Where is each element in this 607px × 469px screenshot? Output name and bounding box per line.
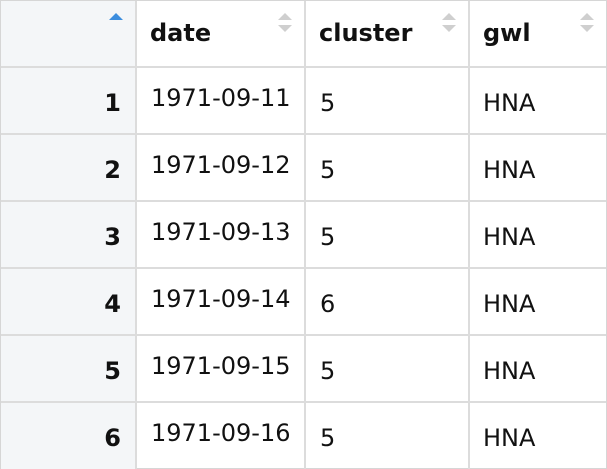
cell-date: 1971-09-13 xyxy=(136,201,306,269)
cell-gwl: HNA xyxy=(469,67,606,135)
table-row[interactable]: 4 1971-09-14 6 HNA xyxy=(1,268,606,336)
cell-cluster: 5 xyxy=(305,201,470,269)
column-header-cluster[interactable]: cluster xyxy=(305,1,470,68)
column-header-label: cluster xyxy=(319,19,413,47)
sort-ascending-icon[interactable] xyxy=(109,13,123,35)
cell-date: 1971-09-16 xyxy=(136,402,306,469)
sort-up-arrow-icon xyxy=(278,13,292,20)
sort-up-arrow-icon xyxy=(109,13,123,20)
cell-gwl: HNA xyxy=(469,134,606,202)
cell-gwl: HNA xyxy=(469,201,606,269)
sort-down-arrow-icon xyxy=(442,25,456,32)
column-header-label: date xyxy=(150,19,212,47)
sort-toggle-icon[interactable] xyxy=(278,13,292,35)
table-row[interactable]: 2 1971-09-12 5 HNA xyxy=(1,134,606,202)
row-index: 3 xyxy=(1,201,137,269)
cell-gwl: HNA xyxy=(469,268,606,336)
sort-down-arrow-icon xyxy=(580,25,594,32)
sort-down-arrow-icon xyxy=(278,25,292,32)
sort-up-arrow-icon xyxy=(580,13,594,20)
row-index: 2 xyxy=(1,134,137,202)
row-index: 5 xyxy=(1,335,137,403)
table-row[interactable]: 5 1971-09-15 5 HNA xyxy=(1,335,606,403)
sort-toggle-icon[interactable] xyxy=(580,13,594,35)
column-header-date[interactable]: date xyxy=(136,1,306,68)
column-header-label: gwl xyxy=(483,19,531,47)
cell-gwl: HNA xyxy=(483,424,536,452)
table-row[interactable]: 3 1971-09-13 5 HNA xyxy=(1,201,606,269)
cell-cluster: 5 xyxy=(305,335,470,403)
cell-cluster: 5 xyxy=(305,402,470,469)
cell-date: 1971-09-14 xyxy=(136,268,306,336)
cell-cluster: 6 xyxy=(305,268,470,336)
header-row: date cluster gwl xyxy=(1,1,606,68)
row-index: 6 xyxy=(1,402,137,469)
cell-cluster: 5 xyxy=(305,134,470,202)
row-index: 1 xyxy=(1,67,137,135)
cell-cluster: 5 xyxy=(305,67,470,135)
column-header-index[interactable] xyxy=(1,1,137,68)
cell-date: 1971-09-12 xyxy=(136,134,306,202)
row-index: 4 xyxy=(1,268,137,336)
cell-gwl: HNA xyxy=(469,335,606,403)
cell-date: 1971-09-15 xyxy=(136,335,306,403)
table-row[interactable]: 6 1971-09-16 5 HNA xyxy=(1,402,606,469)
cell-date: 1971-09-11 xyxy=(136,67,306,135)
sort-toggle-icon[interactable] xyxy=(442,13,456,35)
column-header-gwl[interactable]: gwl xyxy=(469,1,606,68)
table-row[interactable]: 1 1971-09-11 5 HNA xyxy=(1,67,606,135)
sort-up-arrow-icon xyxy=(442,13,456,20)
